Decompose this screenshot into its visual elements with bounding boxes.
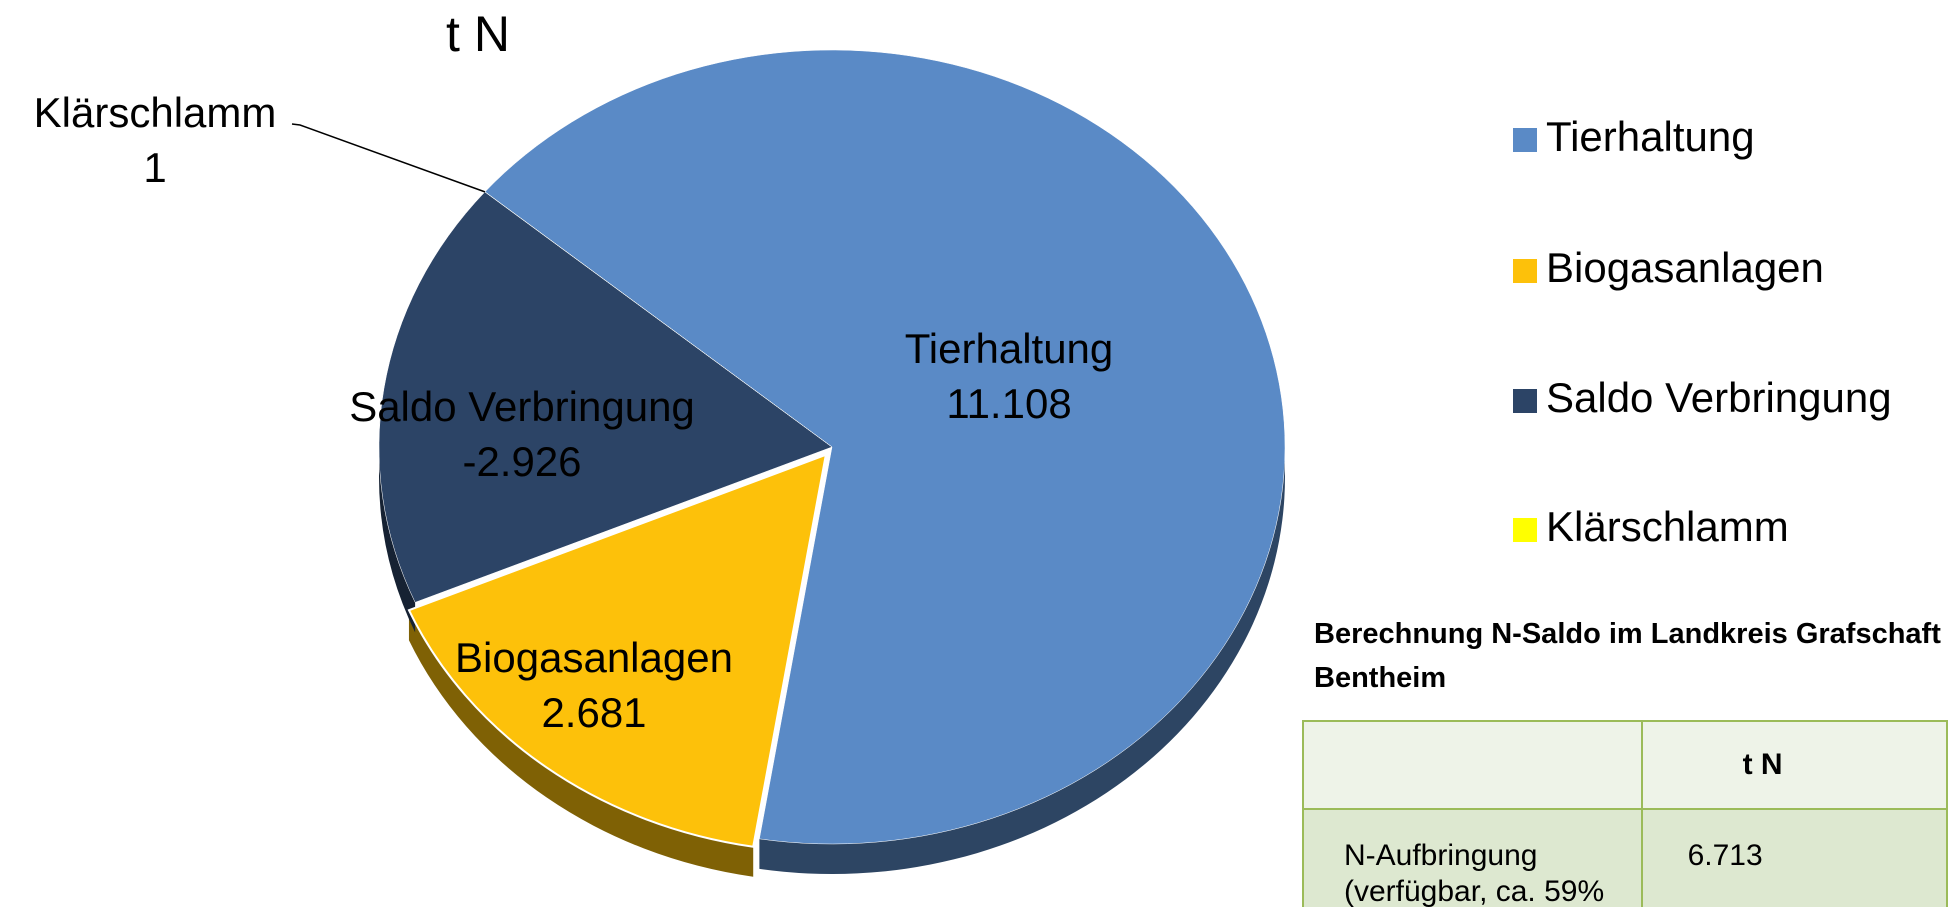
legend-swatch (1513, 128, 1537, 152)
slice-label: Saldo Verbringung (349, 383, 695, 430)
slice-value: 2.681 (541, 689, 646, 736)
table: t N N-Aufbringung (verfügbar, ca. 59% vo… (1302, 720, 1948, 907)
slice (484, 49, 1286, 845)
chart-title: t N (446, 6, 510, 62)
header-cell: t N (1640, 720, 1948, 810)
slice-side (379, 447, 416, 633)
leader-line (291, 123, 486, 193)
legend-swatch (1513, 259, 1537, 283)
cell: 6.713 (1640, 808, 1948, 907)
slice (407, 453, 828, 848)
slice-value: 11.108 (946, 380, 1071, 427)
slice-label: Tierhaltung (905, 325, 1114, 372)
table-caption: Berechnung N-Saldo im Landkreis Grafscha… (1314, 618, 1941, 694)
header-cell (1302, 720, 1643, 810)
legend-label: Tierhaltung (1546, 113, 1755, 160)
table-header: t N (1302, 720, 1948, 810)
legend-label: Biogasanlagen (1546, 244, 1824, 291)
cell: N-Aufbringung (verfügbar, ca. 59% von (1302, 808, 1643, 907)
slice-label: Klärschlamm (34, 89, 277, 136)
slice-value: -2.926 (462, 438, 581, 485)
legend-swatch (1513, 389, 1537, 413)
table-row: N-Aufbringung (verfügbar, ca. 59% von 6.… (1302, 808, 1948, 907)
legend-label: Klärschlamm (1546, 503, 1789, 550)
slice-side (408, 610, 754, 877)
slice-label: Biogasanlagen (455, 634, 733, 681)
slice (378, 191, 833, 603)
legend-label: Saldo Verbringung (1546, 374, 1892, 421)
slice-value: 1 (143, 144, 166, 191)
legend-swatch (1513, 518, 1537, 542)
